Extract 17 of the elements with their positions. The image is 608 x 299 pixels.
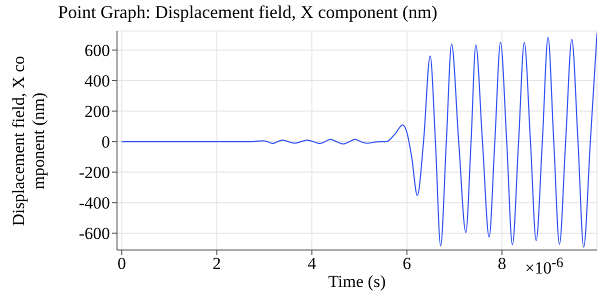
x-tick-label: 8 bbox=[498, 254, 506, 274]
y-axis-title: Displacement field, X component (nm) bbox=[9, 54, 49, 228]
y-tick-label: 600 bbox=[84, 41, 110, 60]
y-tick-label: -400 bbox=[78, 194, 110, 213]
text: ×10$^{-6}$ bbox=[525, 255, 564, 279]
x-tick-label: 4 bbox=[308, 254, 317, 274]
y-tick-label: -200 bbox=[78, 163, 110, 182]
y-tick-label: 0 bbox=[102, 132, 110, 152]
x-tick-label: 2 bbox=[212, 254, 222, 274]
x-tick-label: 0 bbox=[118, 254, 126, 274]
x-tick-label: 6 bbox=[402, 254, 412, 274]
chart-title: Point Graph: Displacement field, X component (nm) bbox=[58, 2, 438, 23]
x-axis-title: Time (s) bbox=[328, 272, 386, 291]
y-tick-label: -600 bbox=[78, 224, 110, 244]
y-tick-label: 400 bbox=[84, 72, 110, 91]
y-tick-label: 200 bbox=[84, 102, 110, 122]
line-series bbox=[121, 32, 597, 248]
